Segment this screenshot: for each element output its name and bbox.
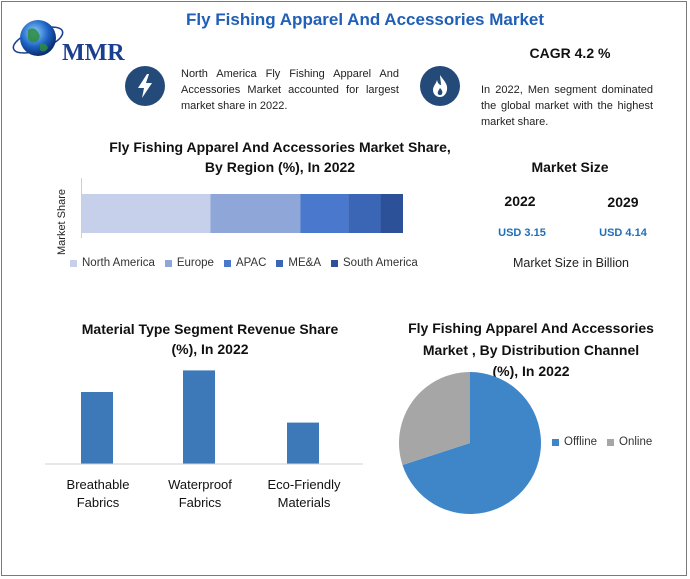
market-size-value-2029: USD 4.14	[599, 227, 647, 239]
distribution-chart-title-line-2: Market , By Distribution Channel	[422, 341, 640, 358]
material-category-label-2-line-2: Fabrics	[178, 495, 222, 510]
market-size-year-2022: 2022	[504, 193, 536, 209]
legend-swatch	[552, 438, 559, 446]
legend-label: Europe	[176, 257, 214, 269]
legend-swatch	[223, 259, 231, 267]
legend-label: Online	[619, 436, 653, 448]
market-size-title: Market Size	[531, 159, 609, 175]
info-icon-circle-1	[125, 66, 165, 106]
material-bar-chart	[45, 370, 363, 465]
pie-slice-online	[399, 372, 470, 465]
region-chart-title: Fly Fishing Apparel And Accessories Mark…	[95, 137, 465, 177]
material-category-label-2: Waterproof Fabrics	[158, 476, 242, 512]
legend-item-north-america: North America	[70, 257, 155, 269]
material-chart-title: Material Type Segment Revenue Share (%),…	[60, 319, 360, 359]
region-bar-segment-north-america	[82, 194, 211, 233]
distribution-chart-title: Fly Fishing Apparel And Accessories Mark…	[400, 318, 662, 383]
material-category-label-1: Breathable Fabrics	[58, 476, 138, 512]
cagr-label: CAGR 4.2 %	[529, 45, 611, 61]
material-category-label-1-line-1: Breathable	[66, 477, 130, 492]
legend-swatch	[607, 438, 615, 446]
legend-item-south-america: South America	[331, 257, 418, 269]
info-text-2: In 2022, Men segment dominated the globa…	[481, 84, 653, 128]
material-chart-title-line-2: (%), In 2022	[171, 341, 249, 357]
region-chart-title-line-1: Fly Fishing Apparel And Accessories Mark…	[109, 139, 451, 155]
legend-label: APAC	[235, 257, 267, 269]
legend-item-europe: Europe	[164, 257, 214, 269]
material-bar-1	[81, 392, 113, 464]
legend-label: Offline	[564, 436, 598, 448]
legend-item-online: Online	[607, 436, 652, 448]
legend-swatch	[164, 259, 172, 267]
legend-swatch	[331, 259, 339, 267]
flame-icon	[433, 75, 448, 97]
region-bar-segment-europe	[210, 194, 301, 233]
material-category-label-3-line-1: Eco-Friendly	[267, 477, 341, 492]
distribution-pie-chart	[399, 372, 541, 514]
region-chart-axis	[81, 178, 82, 238]
market-size-value-2022: USD 3.15	[498, 227, 546, 239]
region-stacked-bar	[82, 194, 403, 233]
legend-item-apac: APAC	[223, 257, 267, 269]
distribution-chart-title-line-1: Fly Fishing Apparel And Accessories	[408, 320, 654, 336]
material-category-label-2-line-1: Waterproof	[168, 477, 232, 492]
legend-swatch	[276, 259, 284, 267]
legend-swatch	[70, 259, 77, 267]
pie-slice-offline	[402, 372, 541, 514]
material-chart-title-line-1: Material Type Segment Revenue Share	[81, 321, 339, 337]
region-bar-segment-south-america	[380, 194, 403, 233]
market-size-year-2029: 2029	[607, 194, 639, 210]
material-bar-3	[287, 422, 319, 464]
lightning-icon	[138, 74, 152, 98]
legend-label: North America	[82, 257, 155, 269]
legend-item-mea: ME&A	[276, 257, 321, 269]
region-bar-segment-me-a	[348, 194, 381, 233]
region-chart-title-line-2: By Region (%), In 2022	[204, 159, 356, 175]
distribution-chart-title-line-3: (%), In 2022	[492, 363, 570, 379]
page-title: Fly Fishing Apparel And Accessories Mark…	[185, 10, 545, 29]
material-category-label-3-line-2: Materials	[277, 495, 331, 510]
legend-item-offline: Offline	[552, 436, 597, 448]
material-category-label-1-line-2: Fabrics	[76, 495, 120, 510]
legend-label: ME&A	[288, 257, 322, 269]
info-text-1: North America Fly Fishing Apparel And Ac…	[181, 68, 399, 112]
market-size-note: Market Size in Billion	[512, 256, 629, 270]
region-chart-ylabel: Market Share	[56, 188, 68, 255]
info-icon-circle-2	[420, 66, 460, 106]
mmr-logo: MMR	[10, 10, 140, 70]
region-legend: North America Europe APAC ME&A South Ame…	[70, 257, 450, 269]
material-category-label-3: Eco-Friendly Materials	[259, 476, 349, 512]
region-bar-segment-apac	[300, 194, 349, 233]
distribution-legend: Offline Online	[552, 436, 652, 448]
material-bar-2	[183, 370, 215, 464]
logo-text: MMR	[62, 40, 125, 66]
globe-icon	[12, 20, 64, 56]
legend-label: South America	[343, 257, 418, 269]
